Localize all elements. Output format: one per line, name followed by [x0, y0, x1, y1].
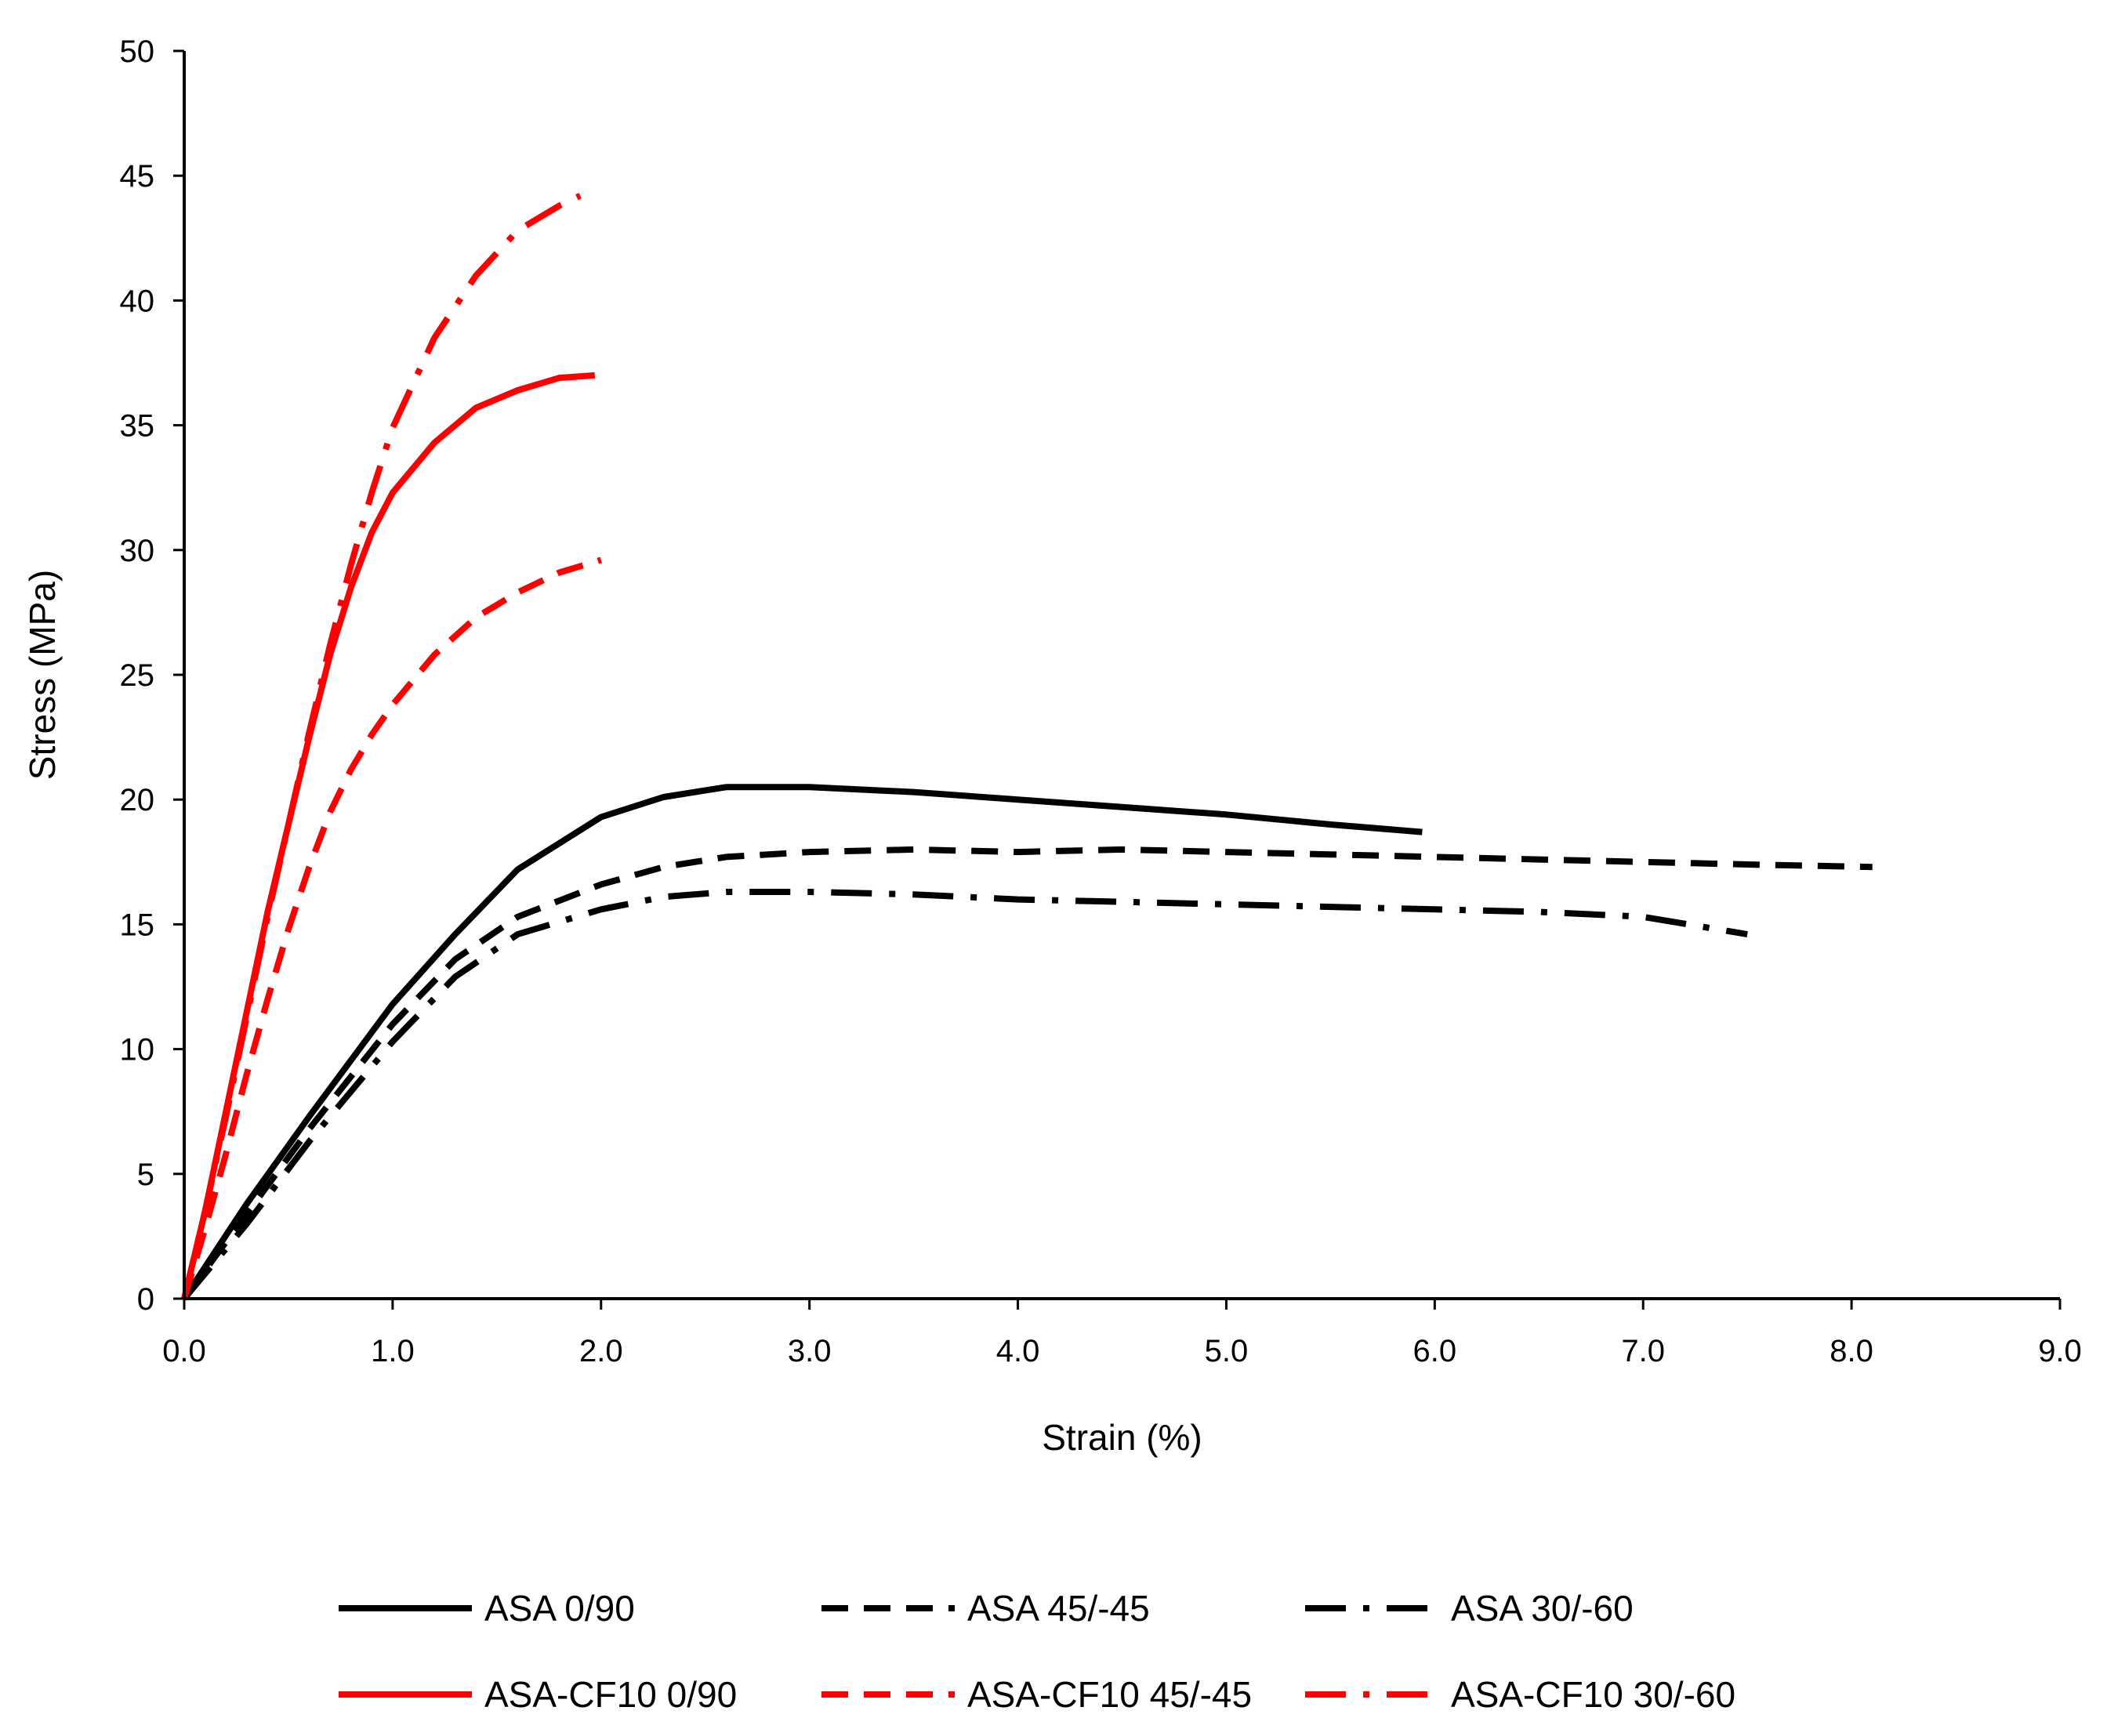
legend-label: ASA-CF10 45/-45	[967, 1674, 1252, 1715]
x-tick-label: 2.0	[579, 1334, 623, 1368]
x-axis-title: Strain (%)	[1042, 1417, 1202, 1458]
series-line-asa-cf10-0-90	[181, 371, 596, 1299]
y-axis-title: Stress (MPa)	[22, 570, 63, 780]
series-line-asa-0-90	[181, 784, 1423, 1301]
legend-label: ASA 30/-60	[1451, 1588, 1634, 1629]
legend-label: ASA 0/90	[484, 1588, 635, 1629]
series-line-asa-45-45	[181, 846, 1873, 1301]
y-tick-label: 45	[120, 159, 155, 194]
x-tick-label: 3.0	[788, 1334, 832, 1368]
series-line-asa-30-60	[181, 889, 1748, 1301]
y-tick-label: 40	[120, 284, 155, 318]
x-tick-label: 1.0	[371, 1334, 415, 1368]
x-tick-label: 4.0	[996, 1334, 1040, 1368]
y-tick-label: 0	[137, 1282, 154, 1317]
y-tick-label: 20	[120, 783, 155, 817]
legend-label: ASA-CF10 0/90	[484, 1674, 737, 1715]
legend-label: ASA-CF10 30/-60	[1451, 1674, 1735, 1715]
y-tick-label: 15	[120, 908, 155, 942]
y-tick-label: 10	[120, 1033, 155, 1067]
x-tick-label: 9.0	[2038, 1334, 2082, 1368]
series-lines	[181, 193, 1873, 1301]
y-tick-label: 25	[120, 658, 155, 693]
x-tick-label: 8.0	[1830, 1334, 1873, 1368]
x-axis-ticks: 0.0 1.0 2.0 3.0 4.0 5.0 6.0 7.0 8.0 9.0	[162, 1299, 2082, 1368]
legend: ASA 0/90 ASA 45/-45 ASA 30/-60 ASA-CF10 0/9…	[339, 1588, 1735, 1715]
x-tick-label: 5.0	[1205, 1334, 1249, 1368]
plot-area: 0.0 1.0 2.0 3.0 4.0 5.0 6.0 7.0 8.0 9.0 0 5 10 15 20 2…	[120, 34, 2082, 1368]
series-line-asa-cf10-30-60	[181, 193, 582, 1299]
y-tick-label: 50	[120, 34, 155, 69]
x-tick-label: 7.0	[1621, 1334, 1665, 1368]
y-axis-ticks: 0 5 10 15 20 25 30 35 40 45 50	[120, 34, 184, 1317]
series-line-asa-cf10-45-45	[181, 556, 602, 1300]
y-tick-label: 35	[120, 409, 155, 444]
x-tick-label: 0.0	[162, 1334, 206, 1368]
y-tick-label: 30	[120, 534, 155, 568]
legend-label: ASA 45/-45	[967, 1588, 1150, 1629]
x-tick-label: 6.0	[1413, 1334, 1457, 1368]
y-tick-label: 5	[137, 1158, 154, 1192]
